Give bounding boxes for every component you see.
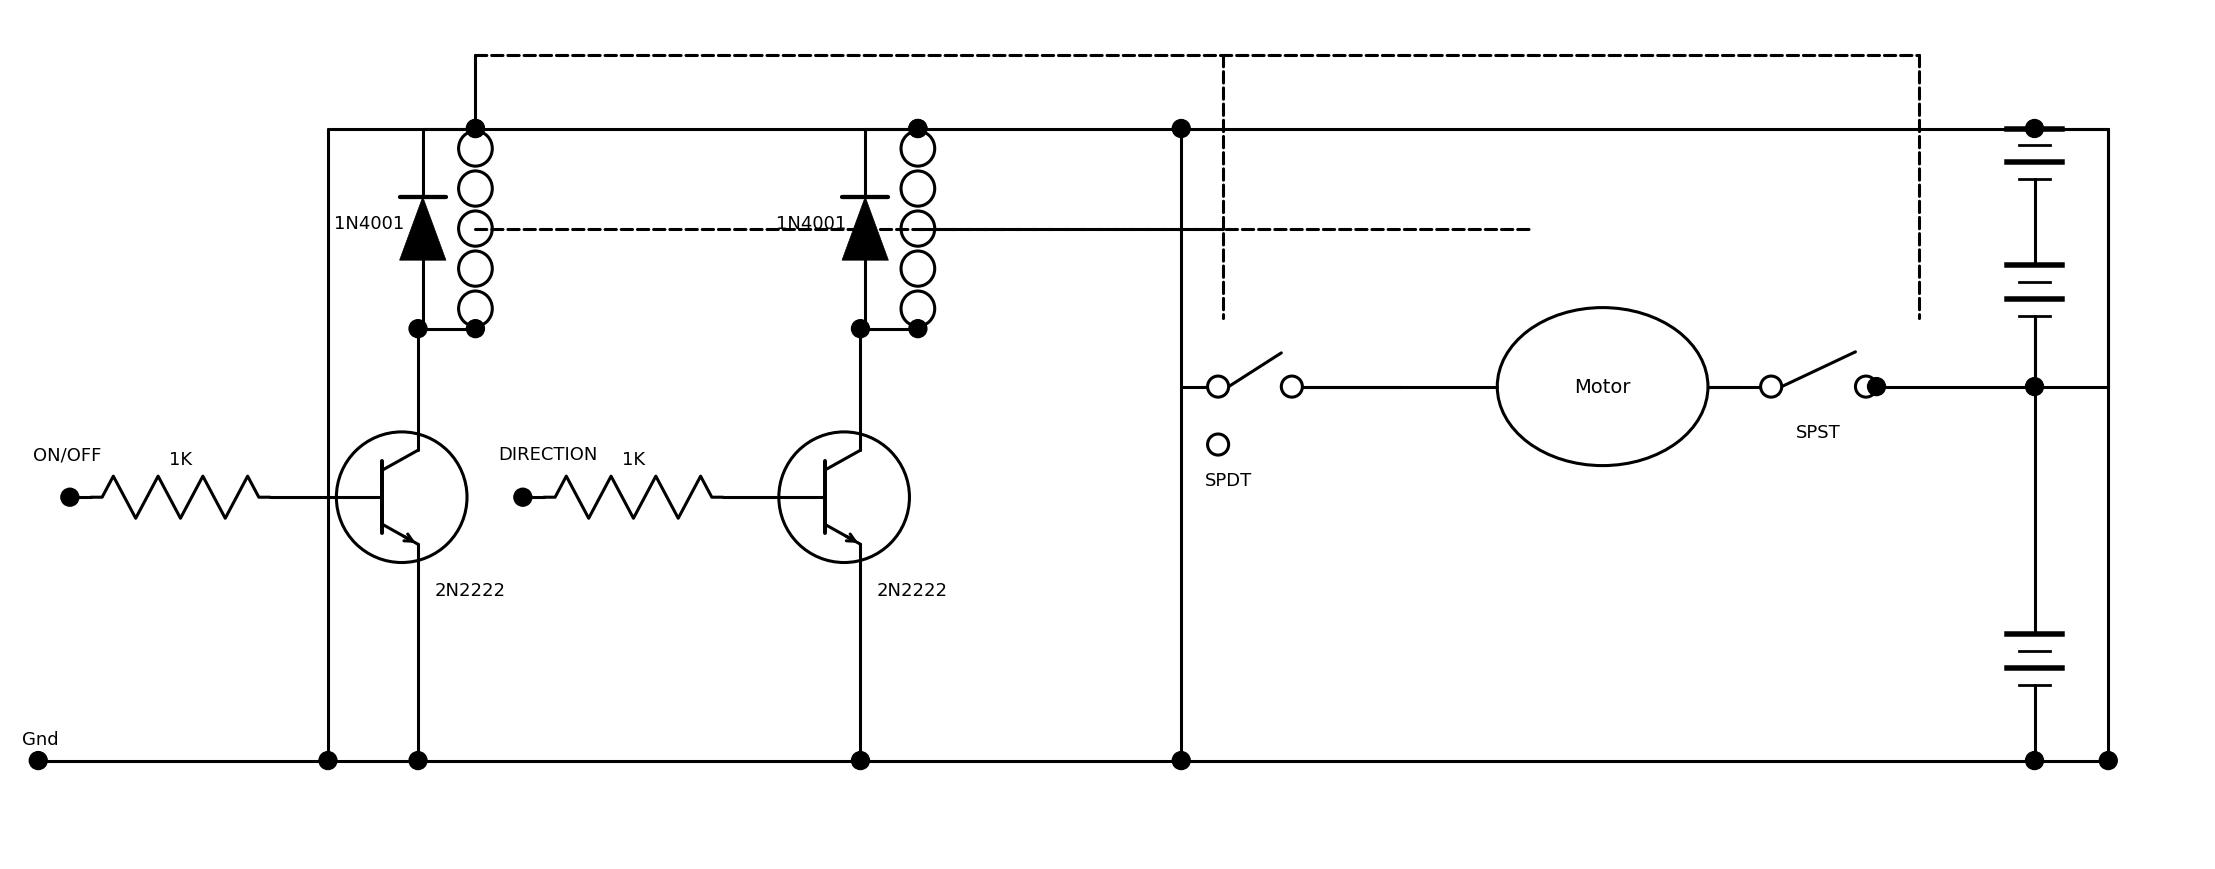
Circle shape: [2025, 378, 2044, 396]
Text: ON/OFF: ON/OFF: [33, 446, 102, 464]
Circle shape: [60, 488, 80, 507]
Text: 1K: 1K: [168, 450, 193, 468]
Text: 1N4001: 1N4001: [334, 215, 403, 233]
Circle shape: [467, 121, 485, 138]
Circle shape: [410, 752, 427, 770]
Circle shape: [467, 121, 485, 138]
Circle shape: [2100, 752, 2118, 770]
Circle shape: [1207, 434, 1229, 455]
Circle shape: [2025, 752, 2044, 770]
Polygon shape: [842, 198, 888, 261]
Circle shape: [851, 321, 870, 338]
Circle shape: [467, 321, 485, 338]
Circle shape: [1867, 378, 1885, 396]
Text: 2N2222: 2N2222: [877, 582, 948, 600]
Circle shape: [851, 752, 870, 770]
Circle shape: [319, 752, 337, 770]
Circle shape: [1172, 121, 1189, 138]
Circle shape: [1280, 376, 1302, 398]
Text: 2N2222: 2N2222: [434, 582, 505, 600]
Text: DIRECTION: DIRECTION: [498, 446, 598, 464]
Circle shape: [29, 752, 47, 770]
Text: 1N4001: 1N4001: [775, 215, 846, 233]
Circle shape: [1207, 376, 1229, 398]
Circle shape: [908, 121, 926, 138]
Circle shape: [410, 321, 427, 338]
Circle shape: [908, 321, 926, 338]
Circle shape: [514, 488, 532, 507]
Text: Motor: Motor: [1575, 378, 1630, 396]
Text: SPDT: SPDT: [1205, 471, 1251, 489]
Circle shape: [1856, 376, 1876, 398]
Circle shape: [2025, 121, 2044, 138]
Polygon shape: [399, 198, 445, 261]
Circle shape: [1761, 376, 1781, 398]
Circle shape: [1172, 752, 1189, 770]
Text: Gnd: Gnd: [22, 730, 60, 748]
Circle shape: [908, 121, 926, 138]
Text: SPST: SPST: [1796, 424, 1841, 442]
Text: 1K: 1K: [622, 450, 645, 468]
